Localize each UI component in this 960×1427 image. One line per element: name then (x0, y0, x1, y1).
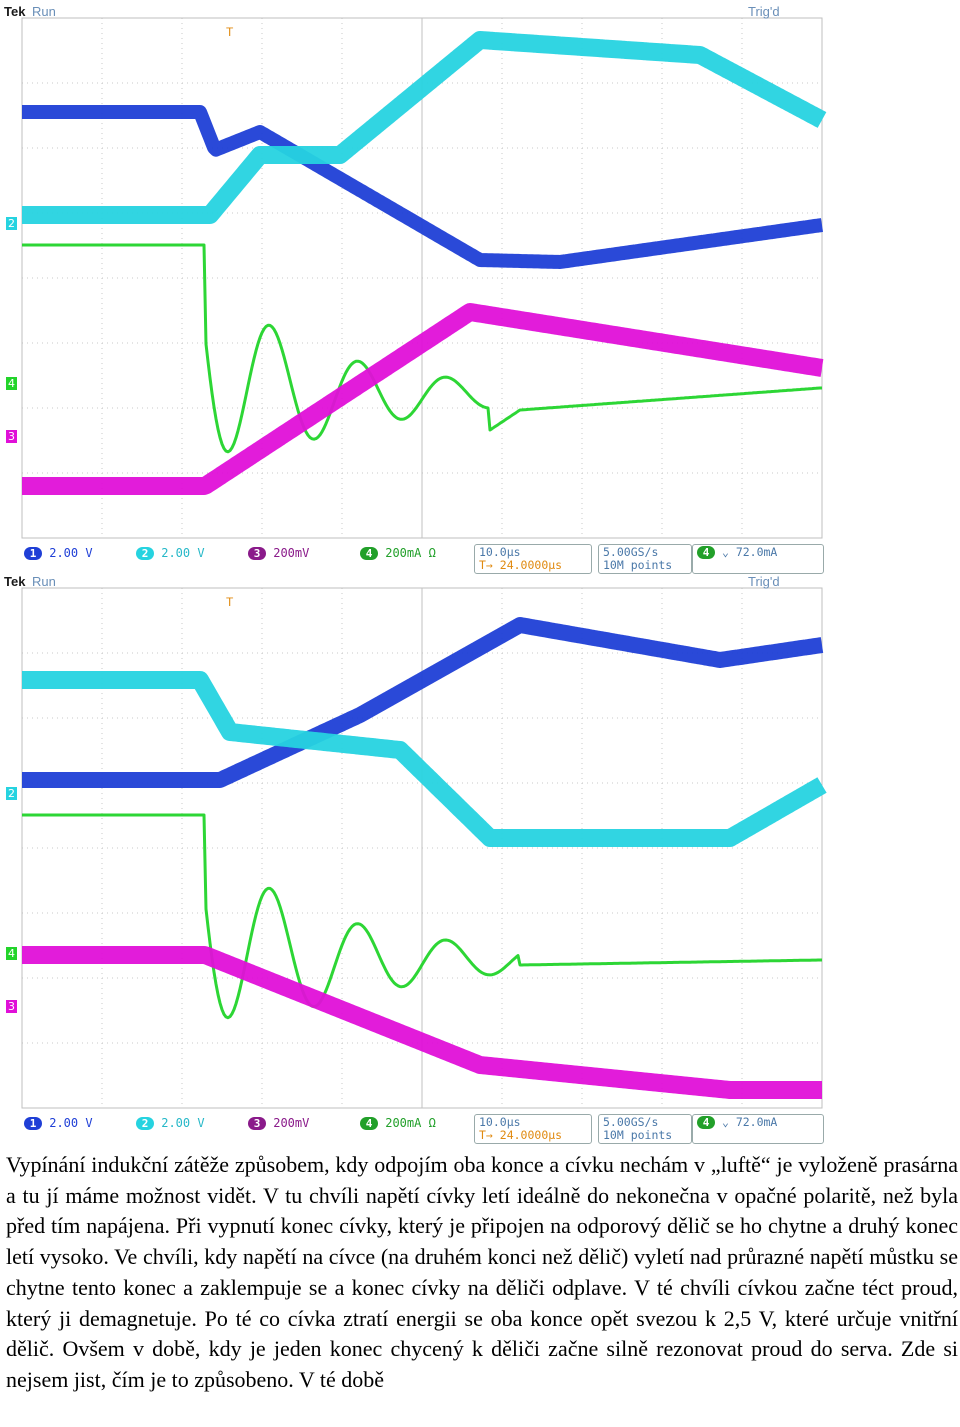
brand-logo: Tek (4, 4, 26, 19)
ch3-scale-value: 200mV (273, 546, 310, 560)
ch1-waveform (17, 105, 827, 269)
ch1-scale-value: 2.00 V (49, 1116, 93, 1130)
timebase-value: 10.0µs (479, 545, 521, 559)
oscilloscope-screen-2: T Tek Run Trig'd 2 4 3 1 2.00 V 2 2.00 V… (0, 570, 830, 1144)
ch3-ground-marker: 3 (6, 430, 17, 443)
ch2-scale[interactable]: 2 2.00 V (136, 1116, 205, 1130)
timebase-box[interactable]: 10.0µs T→ 24.0000µs (474, 544, 592, 574)
ch4-scale-value: 200mA Ω (385, 546, 436, 560)
ch4-waveform (22, 813, 822, 1020)
ch3-scale-value: 200mV (273, 1116, 310, 1130)
ch3-waveform (15, 303, 829, 495)
record-length: 10M points (603, 558, 673, 572)
sample-rate: 5.00GS/s (603, 1115, 659, 1129)
trigger-channel-badge: 4 (697, 1116, 715, 1129)
brand-logo: Tek (4, 574, 26, 589)
trigger-position-value: 24.0000µs (499, 558, 563, 572)
acquisition-box[interactable]: 5.00GS/s 10M points (598, 544, 692, 574)
ch4-ground-marker: 4 (6, 947, 17, 960)
ch4-badge: 4 (360, 1117, 378, 1130)
ch2-ground-marker: 2 (6, 217, 17, 230)
falling-edge-icon: ⌄ (721, 1115, 729, 1129)
ch2-waveform (15, 31, 829, 224)
description-paragraph: Vypínání indukční zátěže způsobem, kdy o… (6, 1152, 958, 1392)
ch2-scale-value: 2.00 V (161, 1116, 205, 1130)
ch2-waveform (15, 671, 829, 847)
ch1-waveform (16, 617, 828, 788)
trigger-marker-icon: T (226, 595, 234, 609)
ch3-scale[interactable]: 3 200mV (248, 546, 309, 560)
sample-rate: 5.00GS/s (603, 545, 659, 559)
trigger-position: T→ 24.0000µs (479, 558, 563, 572)
ch1-scale-value: 2.00 V (49, 546, 93, 560)
trigger-box[interactable]: 4 ⌄ 72.0mA (692, 1114, 824, 1144)
acquisition-status: Run (32, 574, 56, 589)
ch2-scale-value: 2.00 V (161, 546, 205, 560)
ch2-scale[interactable]: 2 2.00 V (136, 546, 205, 560)
trigger-position: T→ 24.0000µs (479, 1128, 563, 1142)
waveform-display-2: T (15, 587, 829, 1109)
ch4-scale-value: 200mA Ω (385, 1116, 436, 1130)
oscilloscope-screen-1: T Tek Run Trig'd 2 4 3 1 2.00 V 2 2.00 V… (0, 0, 830, 574)
ch4-badge: 4 (360, 547, 378, 560)
ch1-scale[interactable]: 1 2.00 V (24, 1116, 93, 1130)
trigger-level: 72.0mA (735, 545, 778, 559)
trigger-box[interactable]: 4 ⌄ 72.0mA (692, 544, 824, 574)
trigger-state: Trig'd (748, 4, 780, 19)
trigger-marker-icon: T (226, 25, 234, 39)
timebase-value: 10.0µs (479, 1115, 521, 1129)
record-length: 10M points (603, 1128, 673, 1142)
ch4-scale[interactable]: 4 200mA Ω (360, 1116, 436, 1130)
waveform-display-1: T (15, 17, 829, 539)
ch4-waveform (22, 243, 822, 454)
ch2-badge: 2 (136, 547, 154, 560)
trigger-level: 72.0mA (735, 1115, 778, 1129)
trigger-position-value: 24.0000µs (499, 1128, 563, 1142)
ch3-scale[interactable]: 3 200mV (248, 1116, 309, 1130)
ch1-badge: 1 (24, 547, 42, 560)
ch4-scale[interactable]: 4 200mA Ω (360, 546, 436, 560)
ch4-ground-marker: 4 (6, 377, 17, 390)
acquisition-status: Run (32, 4, 56, 19)
trigger-state: Trig'd (748, 574, 780, 589)
falling-edge-icon: ⌄ (721, 545, 729, 559)
ch3-badge: 3 (248, 547, 266, 560)
ch3-waveform (15, 946, 829, 1099)
ch1-badge: 1 (24, 1117, 42, 1130)
timebase-box[interactable]: 10.0µs T→ 24.0000µs (474, 1114, 592, 1144)
ch3-badge: 3 (248, 1117, 266, 1130)
ch3-ground-marker: 3 (6, 1000, 17, 1013)
trigger-channel-badge: 4 (697, 546, 715, 559)
ch1-scale[interactable]: 1 2.00 V (24, 546, 93, 560)
ch2-badge: 2 (136, 1117, 154, 1130)
acquisition-box[interactable]: 5.00GS/s 10M points (598, 1114, 692, 1144)
ch2-ground-marker: 2 (6, 787, 17, 800)
